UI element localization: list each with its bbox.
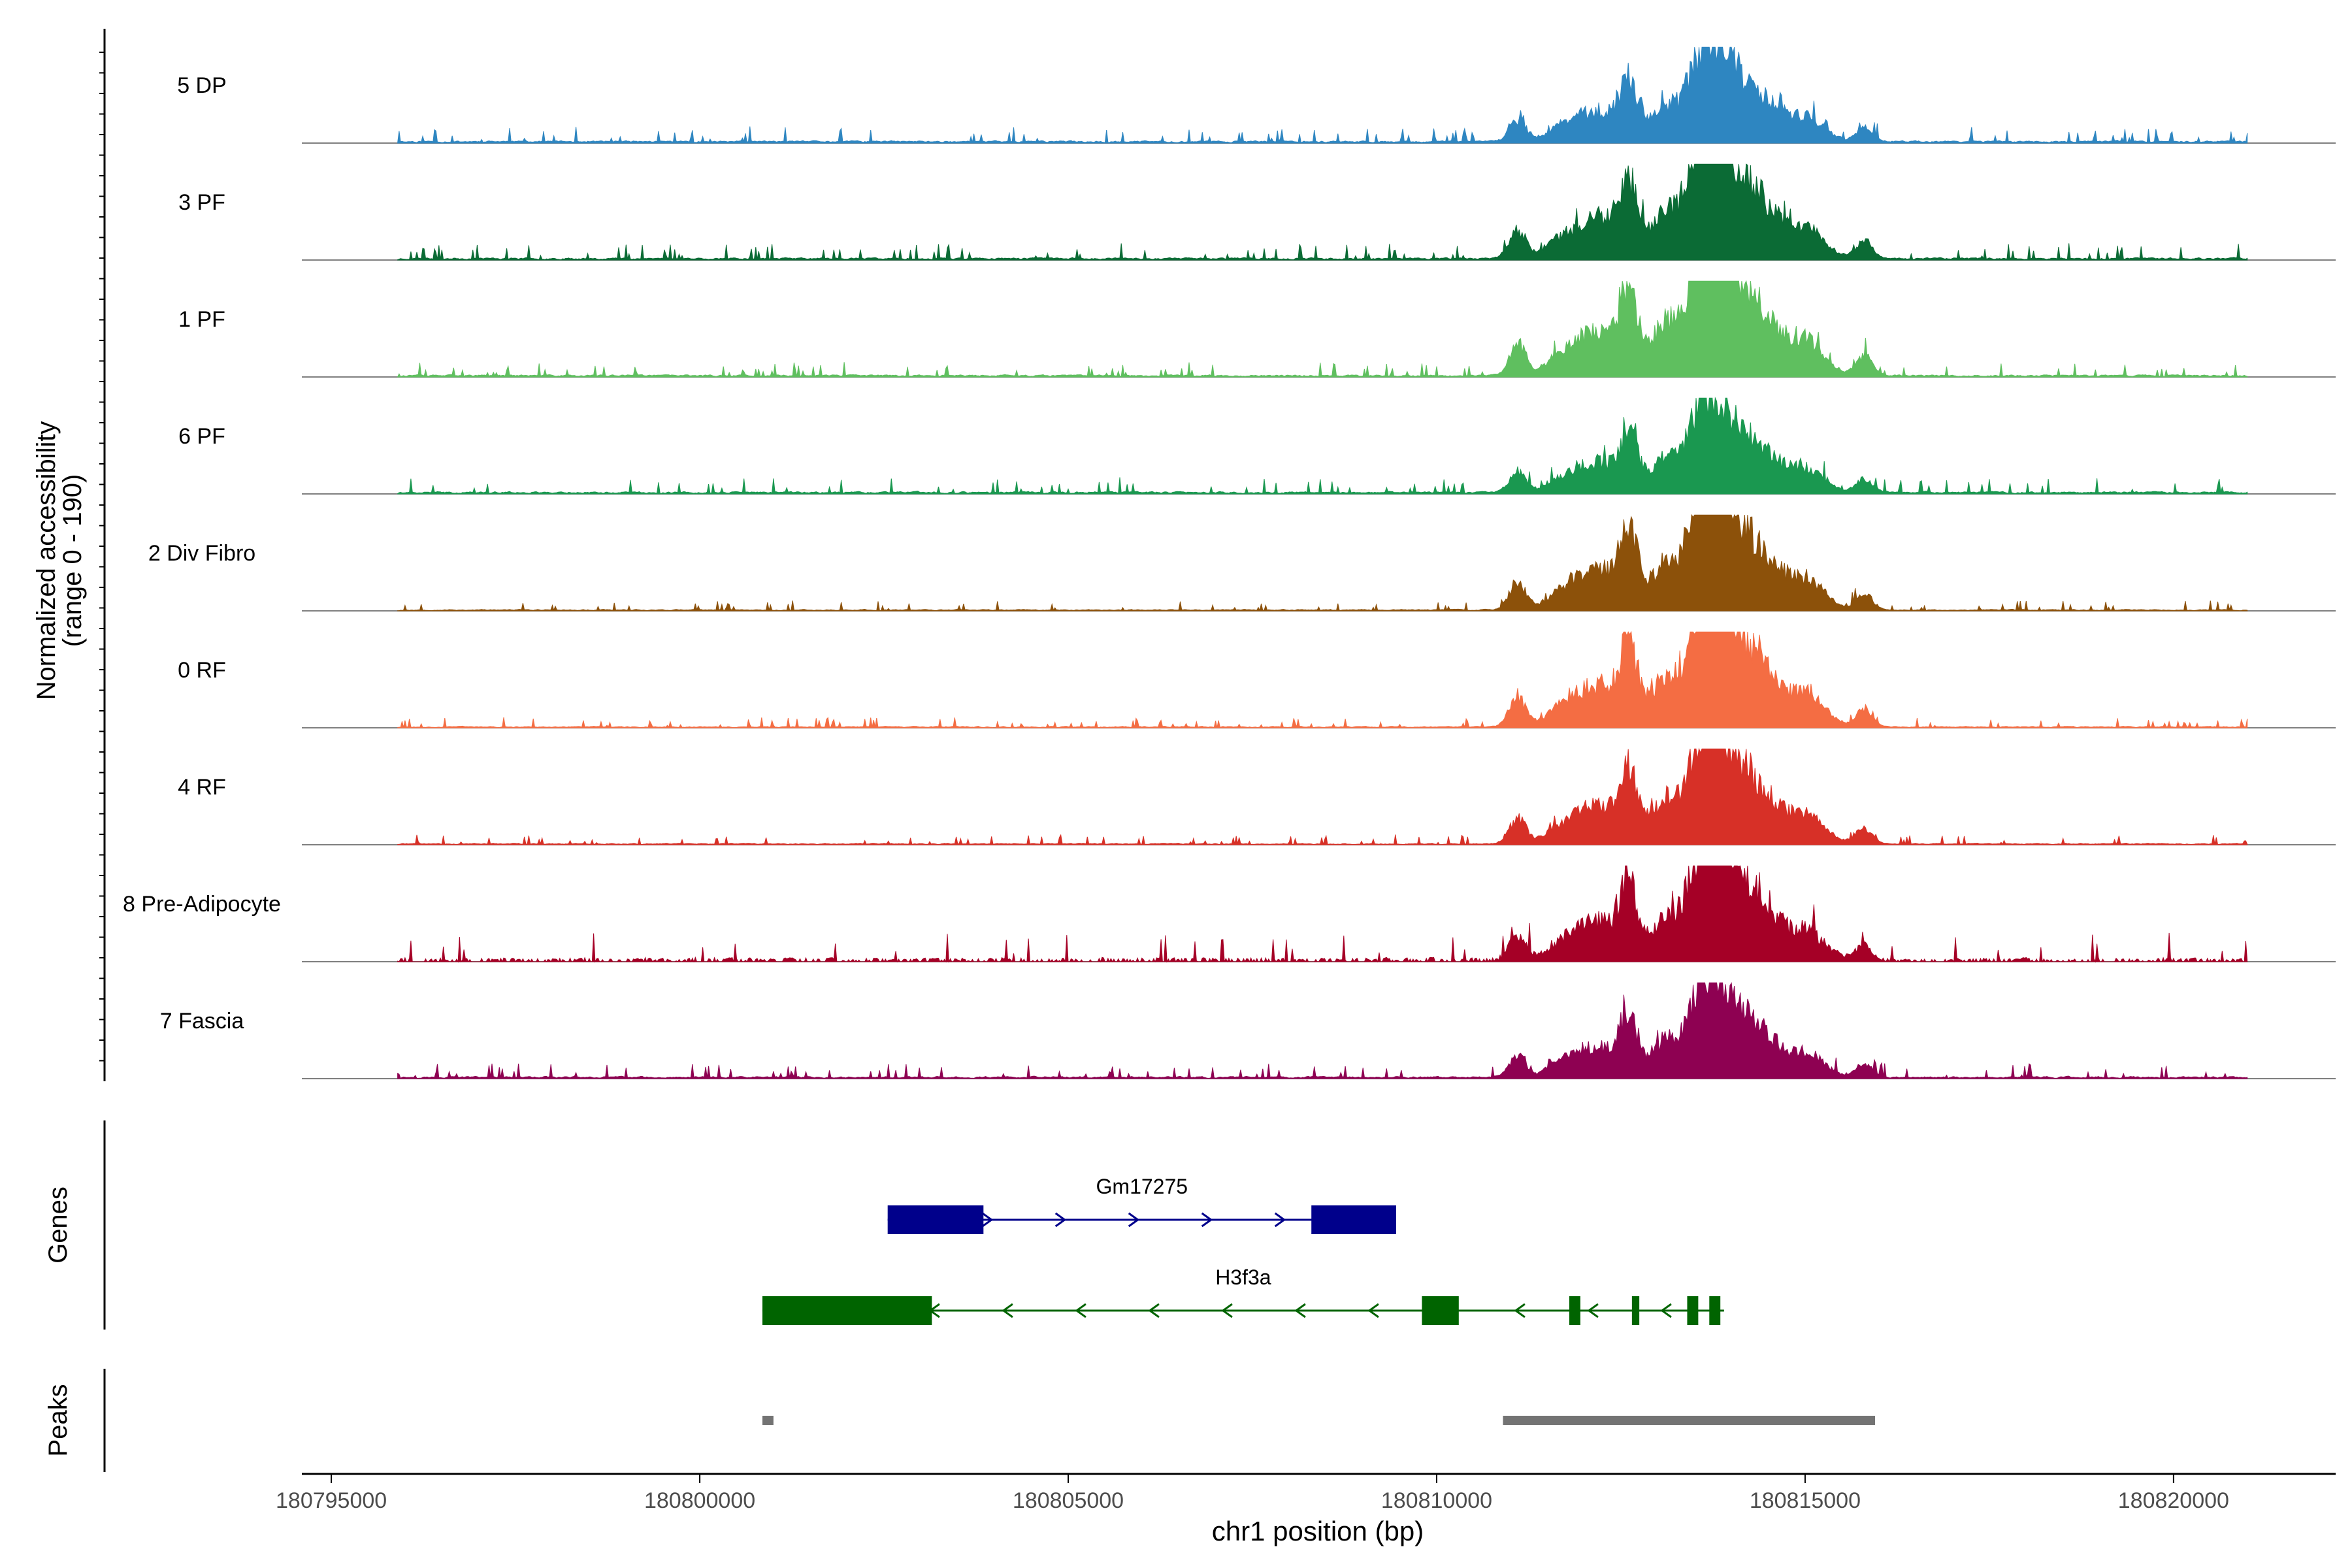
- peaks-panel-label: Peaks: [44, 1384, 73, 1456]
- gene-h3f3a: H3f3a: [762, 1266, 1724, 1325]
- track-label: 2 Div Fibro: [148, 541, 255, 566]
- gene-exon: [1311, 1205, 1396, 1234]
- strand-arrow: [1294, 1303, 1306, 1318]
- x-tick-label: 180795000: [276, 1488, 387, 1513]
- x-axis-ticks: 180795000 180800000 180805000 180810000 1808…: [276, 1474, 2229, 1513]
- gene-exon: [1569, 1296, 1580, 1325]
- track-6-pf: 6 PF: [178, 397, 2336, 495]
- x-tick-label: 180820000: [2118, 1488, 2229, 1513]
- strand-arrow: [1587, 1303, 1599, 1318]
- strand-arrow: [1274, 1212, 1286, 1228]
- gene-gm17275: Gm17275: [887, 1175, 1396, 1234]
- coverage-area: [397, 46, 2248, 144]
- track-label: 0 RF: [178, 658, 226, 683]
- coverage-area: [397, 630, 2248, 728]
- strand-arrow: [1075, 1303, 1086, 1318]
- track-2-div-fibro: 2 Div Fibro: [148, 514, 2336, 612]
- gene-exon: [1631, 1296, 1640, 1325]
- strand-arrow: [1514, 1303, 1526, 1318]
- strand-arrow: [1221, 1303, 1233, 1318]
- coverage-area: [397, 397, 2248, 495]
- strand-arrow: [981, 1212, 994, 1228]
- coverage-area: [397, 514, 2248, 612]
- strand-arrow: [1367, 1303, 1379, 1318]
- strand-arrow: [1128, 1212, 1140, 1228]
- track-label: 3 PF: [178, 190, 225, 215]
- gene-exon: [1422, 1296, 1459, 1325]
- gene-exon: [762, 1296, 932, 1325]
- genes-panel-label: Genes: [44, 1186, 73, 1264]
- coverage-y-ticks: [99, 52, 105, 1062]
- gene-label: Gm17275: [1096, 1175, 1188, 1198]
- coverage-y-axis: Normalized accessibility (range 0 - 190): [32, 29, 106, 1081]
- x-axis-title: chr1 position (bp): [1212, 1516, 1424, 1546]
- gene-label: H3f3a: [1215, 1266, 1271, 1289]
- gene-exon: [1687, 1296, 1699, 1325]
- track-7-fascia: 7 Fascia: [160, 982, 2336, 1079]
- coverage-area: [397, 747, 2248, 846]
- track-label: 7 Fascia: [160, 1009, 244, 1034]
- gene-exon: [887, 1205, 984, 1234]
- track-0-rf: 0 RF: [178, 630, 2336, 728]
- peaks-panel: Peaks: [44, 1369, 1876, 1472]
- track-label: 5 DP: [177, 73, 227, 98]
- coverage-area: [397, 280, 2248, 378]
- track-5-dp: 5 DP: [177, 46, 2336, 144]
- track-label: 4 RF: [178, 775, 226, 800]
- track-label: 6 PF: [178, 424, 225, 449]
- coverage-y-axis-label-line1: Normalized accessibility: [32, 421, 61, 700]
- track-label: 8 Pre-Adipocyte: [123, 892, 281, 917]
- track-3-pf: 3 PF: [178, 163, 2336, 261]
- x-tick-label: 180810000: [1381, 1488, 1492, 1513]
- peak-regions: [762, 1416, 1876, 1425]
- genes-panel: Genes Gm17275 H3f3a: [44, 1120, 1724, 1330]
- peak-region: [762, 1416, 774, 1425]
- coverage-y-axis-label-line2: (range 0 - 190): [58, 474, 87, 647]
- x-tick-label: 180805000: [1013, 1488, 1124, 1513]
- coverage-area: [397, 982, 2248, 1079]
- gene-models: Gm17275 H3f3a: [762, 1175, 1724, 1325]
- peak-region: [1503, 1416, 1876, 1425]
- strand-arrow: [1201, 1212, 1213, 1228]
- x-tick-label: 180815000: [1750, 1488, 1861, 1513]
- x-axis: 180795000 180800000 180805000 180810000 1808…: [276, 1473, 2336, 1546]
- track-label: 1 PF: [178, 307, 225, 332]
- strand-arrow: [1660, 1303, 1672, 1318]
- strand-arrow: [1002, 1303, 1013, 1318]
- track-4-rf: 4 RF: [178, 747, 2336, 846]
- coverage-area: [397, 163, 2248, 261]
- coverage-tracks: 5 DP 3 PF 1 PF 6 PF 2 Div Fibro 0 RF 4 RF 8 Pre…: [123, 46, 2336, 1079]
- strand-arrow: [1054, 1212, 1067, 1228]
- gene-exon: [1709, 1296, 1721, 1325]
- coverage-area: [397, 865, 2248, 963]
- x-tick-label: 180800000: [644, 1488, 755, 1513]
- track-8-pre-adipocyte: 8 Pre-Adipocyte: [123, 865, 2336, 963]
- strand-arrow: [1148, 1303, 1160, 1318]
- track-1-pf: 1 PF: [178, 280, 2336, 378]
